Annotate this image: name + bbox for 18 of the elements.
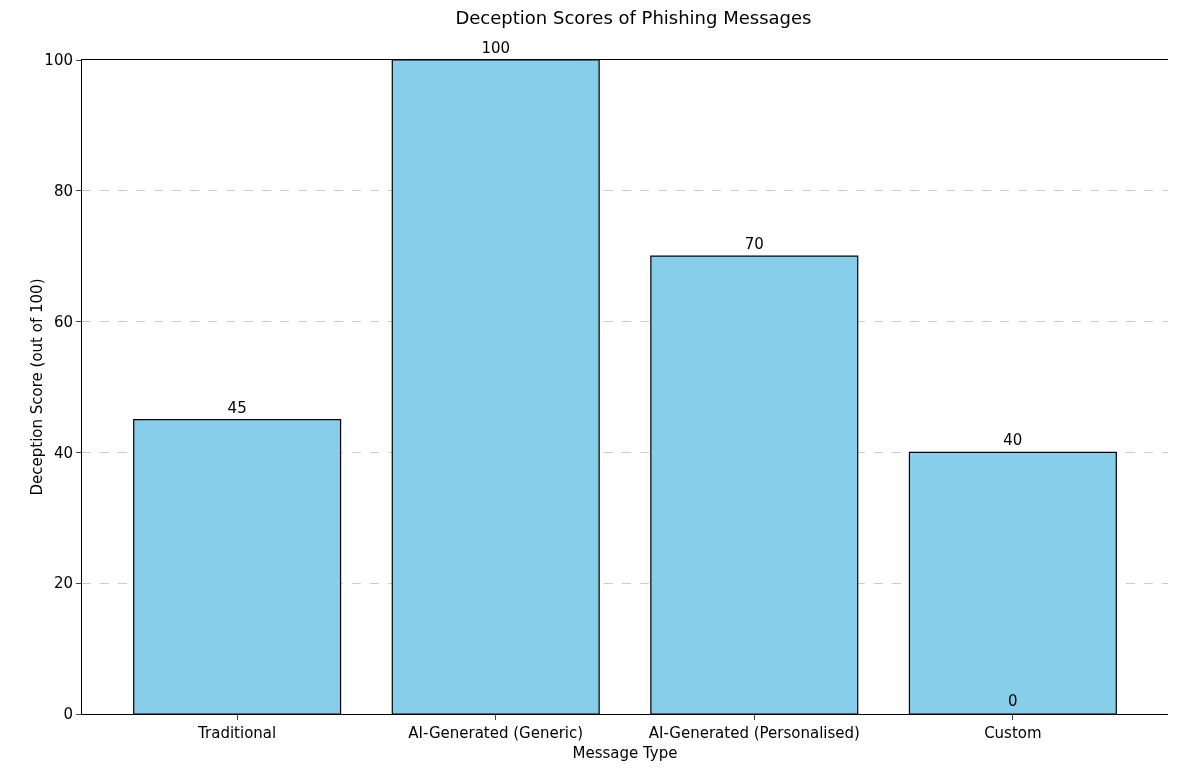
x-tick-label: AI-Generated (Generic) <box>408 724 584 742</box>
y-axis-title: Deception Score (out of 100) <box>28 278 46 496</box>
y-tick-label: 100 <box>44 51 73 70</box>
y-tick-label: 60 <box>53 312 73 331</box>
data-label: 100 <box>481 39 511 57</box>
x-tick-label: Custom <box>984 724 1042 742</box>
data-label: 70 <box>744 235 764 254</box>
y-tick-label: 80 <box>53 182 73 201</box>
y-tick-label: 20 <box>53 574 73 593</box>
x-tick-label: Traditional <box>197 724 277 742</box>
data-label: 45 <box>227 398 247 417</box>
data-label: 40 <box>1003 431 1023 450</box>
y-tick-label: 40 <box>53 443 73 462</box>
chart-title: Deception Scores of Phishing Messages <box>455 7 812 29</box>
annotation: 0 <box>1008 692 1018 710</box>
x-axis-title: Message Type <box>572 744 678 762</box>
x-tick-label: AI-Generated (Personalised) <box>648 724 860 742</box>
y-tick-label: 0 <box>63 705 73 724</box>
